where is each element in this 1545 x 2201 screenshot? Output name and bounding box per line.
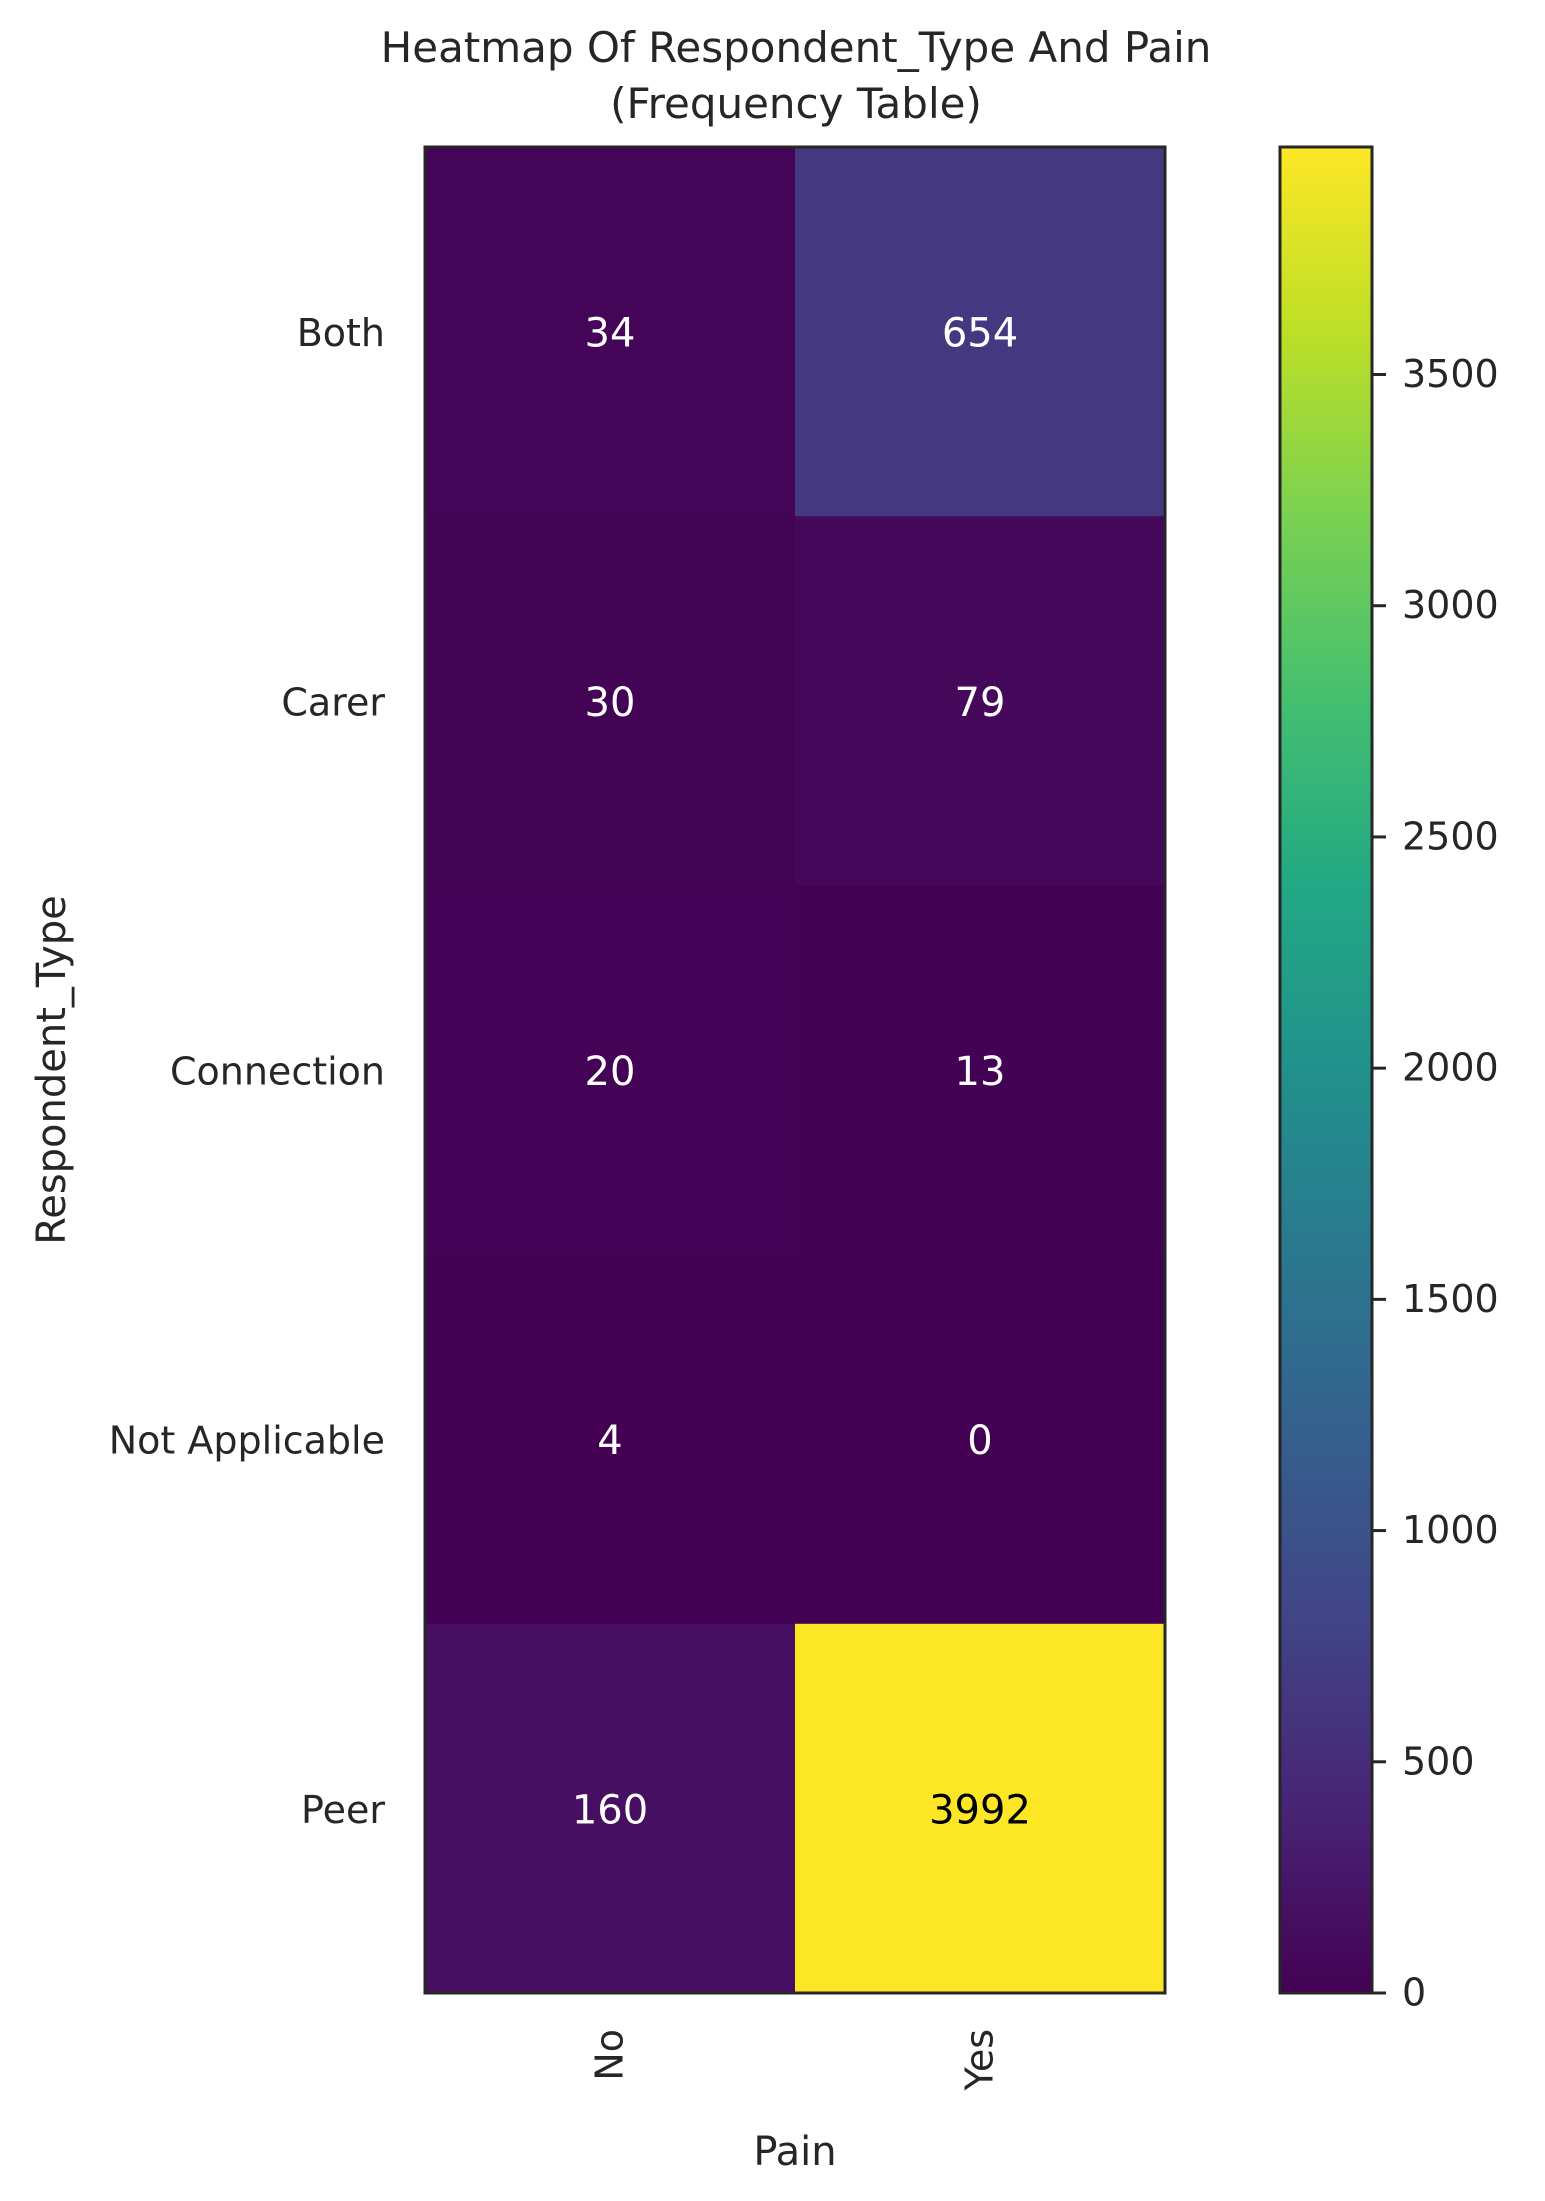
cell-value-label: 34	[585, 311, 636, 357]
heatmap-cell	[425, 1623, 796, 1994]
y-tick-label: Not Applicable	[109, 1419, 385, 1463]
heatmap-cells	[425, 147, 1166, 1994]
colorbar-tick-label: 1500	[1402, 1277, 1499, 1321]
plot-frame	[423, 145, 1167, 1995]
heatmap-cell	[425, 885, 796, 1256]
cell-value-label: 3992	[929, 1787, 1031, 1833]
chart-title: Heatmap Of Respondent_Type And Pain	[381, 23, 1212, 72]
cell-value-label: 13	[955, 1049, 1006, 1095]
x-tick-label: No	[588, 2029, 632, 2081]
y-tick-label: Connection	[170, 1050, 385, 1094]
colorbar	[1278, 145, 1374, 1995]
cell-value-label: 0	[967, 1418, 992, 1464]
y-axis-ticks: Both Carer Connection Not Applicable Peer	[109, 311, 386, 1832]
colorbar-tick-label: 3000	[1402, 583, 1499, 627]
x-axis-ticks: No Yes	[588, 2029, 1002, 2091]
x-tick-label: Yes	[958, 2029, 1002, 2091]
heatmap-cell	[425, 147, 796, 517]
colorbar-ticks: 0 500 1000 1500 2000 2500 3000 3500	[1372, 352, 1499, 2015]
heatmap-cell	[795, 147, 1166, 517]
cell-value-label: 654	[942, 311, 1018, 357]
heatmap-cell	[795, 516, 1166, 886]
colorbar-tick-label: 1000	[1402, 1508, 1499, 1552]
cell-value-label: 79	[955, 680, 1006, 726]
heatmap-cell	[425, 1254, 796, 1625]
heatmap-cell	[425, 516, 796, 886]
x-axis-label: Pain	[753, 2129, 836, 2175]
cell-value-label: 4	[597, 1418, 622, 1464]
y-tick-label: Both	[297, 311, 385, 355]
colorbar-tick-label: 2500	[1402, 814, 1499, 858]
colorbar-tick-label: 0	[1402, 1971, 1426, 2015]
heatmap-cell-labels: 34 654 30 79 20 13 4 0 160 3992	[572, 311, 1031, 1834]
cell-value-label: 160	[572, 1787, 648, 1833]
y-axis-label: Respondent_Type	[29, 895, 75, 1245]
heatmap-cell	[795, 885, 1166, 1256]
y-tick-label: Carer	[281, 680, 385, 724]
colorbar-tick-label: 2000	[1402, 1046, 1499, 1090]
chart-subtitle: (Frequency Table)	[610, 79, 982, 128]
colorbar-tick-label: 3500	[1402, 352, 1499, 396]
heatmap-cell	[795, 1623, 1166, 1994]
heatmap-cell	[795, 1254, 1166, 1625]
cell-value-label: 20	[585, 1049, 636, 1095]
cell-value-label: 30	[585, 680, 636, 726]
colorbar-tick-label: 500	[1402, 1739, 1475, 1783]
y-tick-label: Peer	[301, 1788, 385, 1832]
